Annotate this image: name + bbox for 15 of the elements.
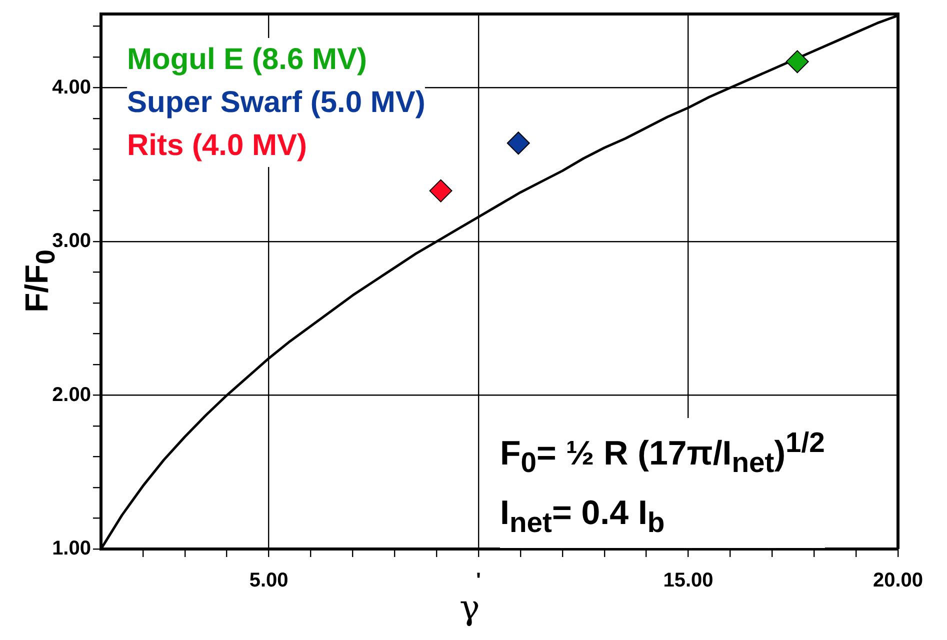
y-tick-label: 4.00 <box>52 76 91 98</box>
point <box>429 179 452 202</box>
y-tick-label: 3.00 <box>52 230 91 252</box>
text: Super Swarf (5.0 MV) <box>127 85 426 121</box>
x-tick-label: 5.00 <box>249 570 288 592</box>
text: Rits (4.0 MV) <box>127 128 308 164</box>
annotation: I$_{net}$= 0.4 I$_{b}$ <box>500 493 666 541</box>
annotation: F$_{0}$= ½ R (17π/I$_{net}$)$^{1/2}$ <box>500 426 825 482</box>
y-tick-label: 2.00 <box>52 384 91 406</box>
point <box>786 50 809 74</box>
point <box>506 132 530 155</box>
x-tick-label: 20.00 <box>872 570 924 592</box>
y-tick-label: 1.00 <box>52 538 91 560</box>
x-tick-label: 15.00 <box>663 570 714 592</box>
text: Mogul E (8.6 MV) <box>127 42 368 78</box>
